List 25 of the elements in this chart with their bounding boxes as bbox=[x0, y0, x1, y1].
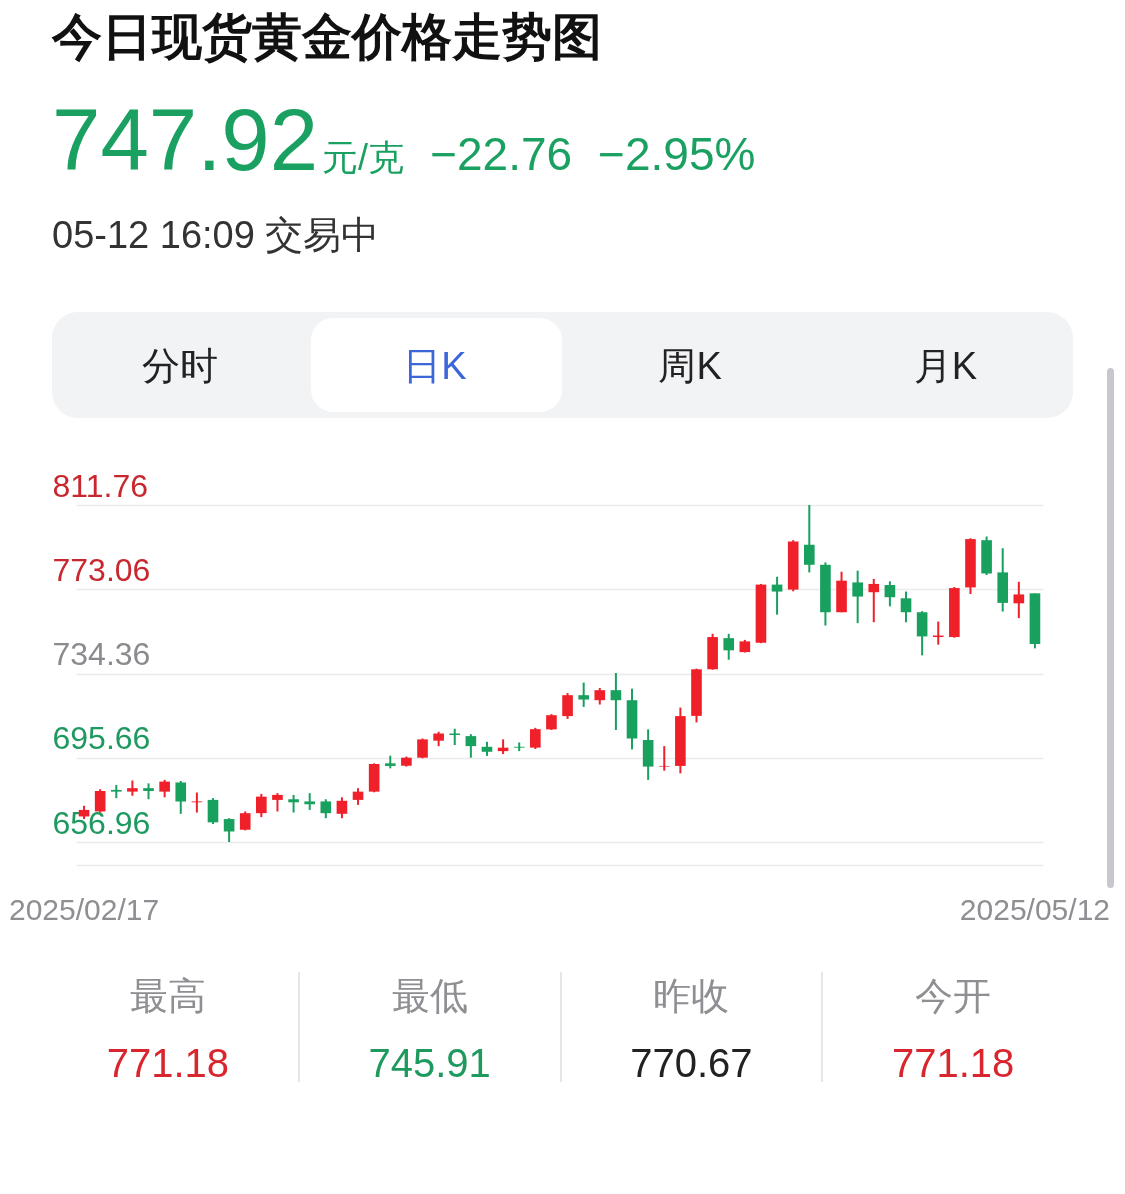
text: 月K bbox=[913, 345, 978, 387]
text: 最低 bbox=[391, 975, 468, 1017]
text: 745.91 bbox=[368, 1041, 491, 1085]
text: 747.92 bbox=[52, 91, 319, 188]
y-tick-label: 656.96 bbox=[52, 804, 151, 841]
y-tick-label: 811.76 bbox=[52, 467, 148, 504]
text: −22.76 bbox=[430, 128, 573, 180]
text: 周K bbox=[658, 345, 722, 387]
chart-title: 今日现货黄金价格走势图 bbox=[52, 9, 602, 65]
text: 05-12 16:09 交易中 bbox=[52, 214, 380, 256]
x-tick-label: 2025/05/12 bbox=[959, 892, 1111, 926]
text: 今开 bbox=[915, 975, 992, 1017]
text: 日K bbox=[403, 345, 467, 387]
y-tick-label: 734.36 bbox=[52, 636, 151, 673]
text: 元/克 bbox=[322, 137, 405, 178]
x-tick-label: 2025/02/17 bbox=[8, 892, 160, 926]
text: 771.18 bbox=[891, 1041, 1015, 1085]
text: 770.67 bbox=[630, 1041, 753, 1085]
y-tick-label: 773.06 bbox=[52, 551, 151, 588]
text: 昨收 bbox=[653, 975, 730, 1017]
text: 分时 bbox=[141, 345, 218, 387]
text: 最高 bbox=[129, 975, 206, 1017]
text: −2.95% bbox=[598, 128, 756, 180]
y-tick-label: 695.66 bbox=[52, 720, 151, 757]
text: 771.18 bbox=[106, 1041, 230, 1085]
